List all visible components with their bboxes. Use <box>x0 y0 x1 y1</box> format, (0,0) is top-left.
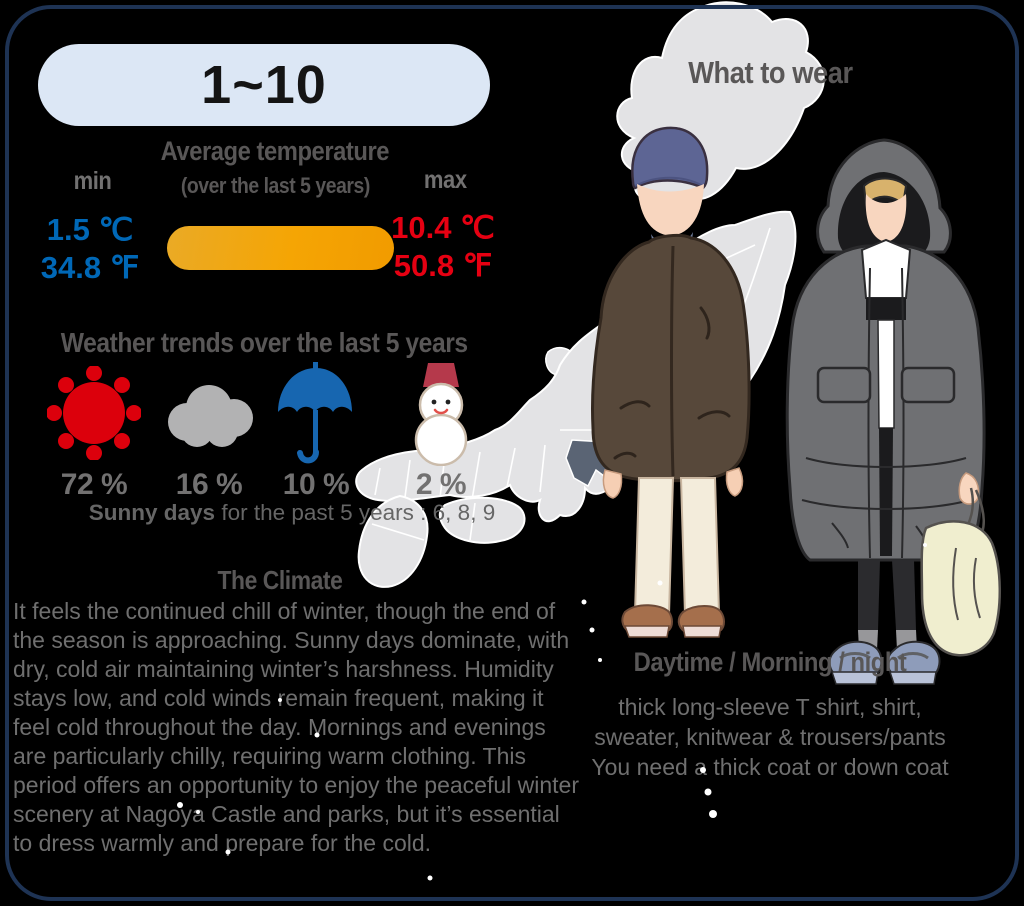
avg-temp-heading: Average temperature (over the last 5 yea… <box>110 136 440 204</box>
black-leggings <box>892 560 916 630</box>
face <box>865 194 907 242</box>
cloud-icon <box>157 362 261 464</box>
min-fahrenheit: 34.8 ℉ <box>40 250 140 285</box>
cream-pants <box>633 477 675 615</box>
gray-blue-sneakers <box>828 640 941 685</box>
white-shirt <box>860 238 912 299</box>
coat-pocket <box>816 366 872 404</box>
climate-heading: The Climate <box>217 565 343 595</box>
coat-pocket <box>900 366 956 404</box>
cloudy-percent: 16 % <box>175 468 243 501</box>
period-label: 1~10 <box>201 55 327 115</box>
max-label: max <box>423 166 467 194</box>
avg-temp-title: Average temperature <box>160 136 390 166</box>
sun-icon <box>47 362 141 464</box>
snowman-icon <box>405 362 477 466</box>
period-pill: 1~10 <box>38 44 490 126</box>
black-leggings <box>858 560 880 630</box>
clothing-line-2: sweater, knitwear & trousers/pants <box>594 724 946 750</box>
max-fahrenheit: 50.8 ℉ <box>393 248 493 283</box>
min-temperature-values: 1.5 ℃ 34.8 ℉ <box>22 211 158 287</box>
weather-item-cloudy: 16 % <box>158 362 260 502</box>
map-kyushu <box>357 494 429 588</box>
weather-item-rainy: 10 % <box>260 362 372 502</box>
weather-item-snowy: 2 % <box>372 362 510 502</box>
snowy-percent: 2 % <box>415 468 467 501</box>
clothing-line-1: thick long-sleeve T shirt, shirt, <box>618 694 922 720</box>
sunny-days-note-rest: for the past 5 years : 6, 8, 9 <box>215 500 496 525</box>
brown-shoes <box>621 604 725 638</box>
face <box>637 184 704 236</box>
cream-pants <box>679 477 721 615</box>
sunny-days-note: Sunny days for the past 5 years : 6, 8, … <box>22 500 562 526</box>
avg-temp-subtitle: (over the last 5 years) <box>180 173 370 198</box>
climate-paragraph: It feels the continued chill of winter, … <box>13 598 579 856</box>
weather-trends-heading: Weather trends over the last 5 years <box>60 327 468 358</box>
max-temperature-values: 10.4 ℃ 50.8 ℉ <box>383 209 503 285</box>
what-to-wear-heading: What to wear <box>687 55 853 90</box>
clothing-recommendation: thick long-sleeve T shirt, shirt, sweate… <box>565 692 975 782</box>
inner-layer <box>866 298 906 320</box>
person-down-coat-illustration <box>785 138 1001 685</box>
tote-bag <box>920 520 1001 657</box>
person-winter-jacket-illustration <box>590 126 751 638</box>
temperature-gradient-bar <box>167 226 394 270</box>
rainy-percent: 10 % <box>282 468 350 501</box>
hand <box>725 467 744 497</box>
sunny-days-note-bold: Sunny days <box>88 500 216 525</box>
clothing-line-3: You need a thick coat or down coat <box>591 754 949 780</box>
time-of-day-label: Daytime / Morning / night <box>633 647 907 677</box>
max-celsius: 10.4 ℃ <box>391 210 495 245</box>
weather-trends-row: 72 % 16 % 10 % <box>30 362 520 502</box>
min-label: min <box>73 167 111 195</box>
map-shikoku <box>438 496 526 544</box>
hand <box>602 469 623 499</box>
umbrella-icon <box>273 362 359 464</box>
weather-item-sunny: 72 % <box>30 362 158 502</box>
beanie-hat <box>631 126 709 190</box>
min-celsius: 1.5 ℃ <box>46 212 134 247</box>
sunny-percent: 72 % <box>60 468 128 501</box>
